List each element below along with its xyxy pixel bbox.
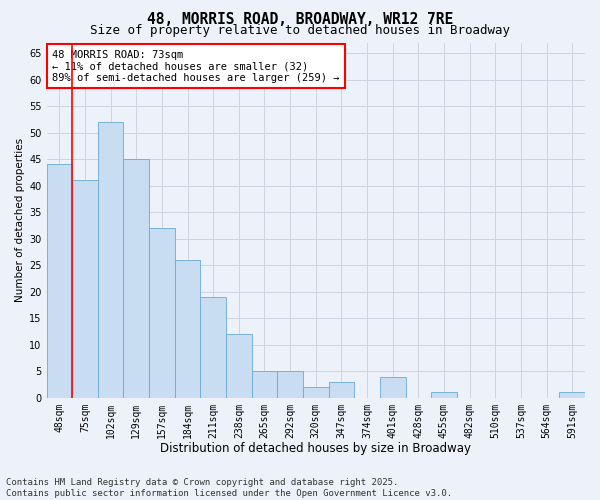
Bar xyxy=(124,159,149,398)
X-axis label: Distribution of detached houses by size in Broadway: Distribution of detached houses by size … xyxy=(160,442,471,455)
Bar xyxy=(149,228,175,398)
Bar xyxy=(226,334,251,398)
Bar xyxy=(380,376,406,398)
Text: Contains HM Land Registry data © Crown copyright and database right 2025.
Contai: Contains HM Land Registry data © Crown c… xyxy=(6,478,452,498)
Bar xyxy=(251,371,277,398)
Bar xyxy=(72,180,98,398)
Bar xyxy=(98,122,124,398)
Bar xyxy=(175,260,200,398)
Bar xyxy=(200,297,226,398)
Bar xyxy=(329,382,354,398)
Bar xyxy=(431,392,457,398)
Bar xyxy=(47,164,72,398)
Text: 48 MORRIS ROAD: 73sqm
← 11% of detached houses are smaller (32)
89% of semi-deta: 48 MORRIS ROAD: 73sqm ← 11% of detached … xyxy=(52,50,340,83)
Bar xyxy=(277,371,303,398)
Text: Size of property relative to detached houses in Broadway: Size of property relative to detached ho… xyxy=(90,24,510,37)
Bar xyxy=(303,387,329,398)
Y-axis label: Number of detached properties: Number of detached properties xyxy=(15,138,25,302)
Text: 48, MORRIS ROAD, BROADWAY, WR12 7RE: 48, MORRIS ROAD, BROADWAY, WR12 7RE xyxy=(147,12,453,28)
Bar xyxy=(559,392,585,398)
